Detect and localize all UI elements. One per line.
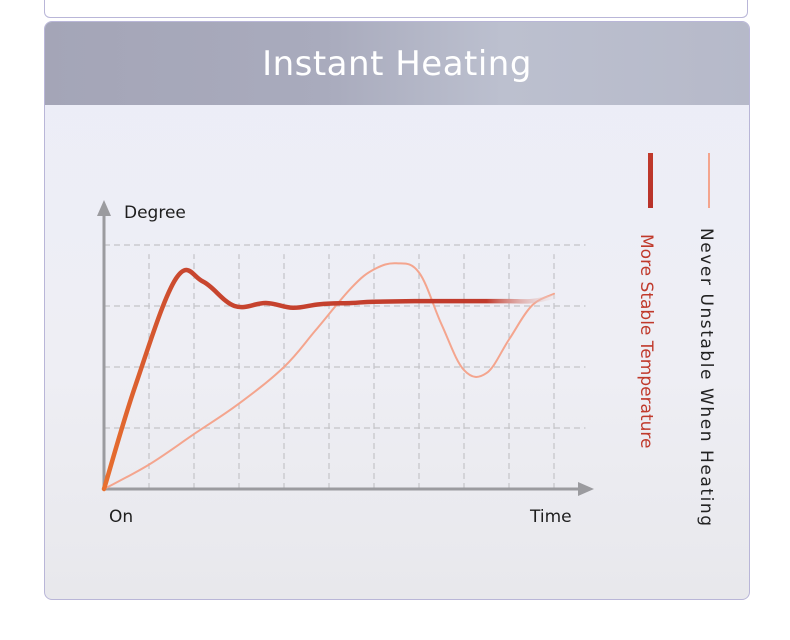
top-card-edge bbox=[44, 0, 748, 18]
y-axis-arrow-icon bbox=[97, 200, 111, 216]
header-title: Instant Heating bbox=[262, 43, 532, 84]
chart-axes bbox=[97, 200, 594, 496]
series-line-never-unstable bbox=[103, 262, 555, 490]
card-header: Instant Heating bbox=[45, 22, 749, 105]
instant-heating-card: Instant Heating bbox=[44, 21, 750, 600]
x-axis-arrow-icon bbox=[578, 482, 594, 496]
y-axis-label: Degree bbox=[124, 203, 186, 223]
legend-label-more-stable: More Stable Temperature bbox=[636, 234, 656, 448]
x-axis-label: Time bbox=[529, 507, 572, 527]
x-axis-start-label: On bbox=[109, 507, 133, 527]
series-line-more-stable bbox=[101, 267, 557, 492]
legend-label-never-unstable: Never Unstable When Heating bbox=[696, 228, 716, 526]
legend-swatch-more-stable bbox=[648, 153, 653, 208]
legend-swatch-never-unstable bbox=[708, 153, 710, 208]
legend: More Stable Temperature Never Unstable W… bbox=[636, 153, 716, 526]
chart-grid bbox=[104, 244, 586, 489]
